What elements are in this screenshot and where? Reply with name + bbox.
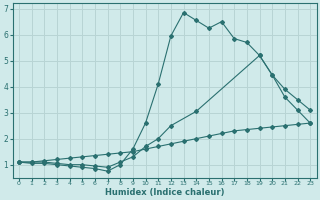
X-axis label: Humidex (Indice chaleur): Humidex (Indice chaleur) (105, 188, 224, 197)
